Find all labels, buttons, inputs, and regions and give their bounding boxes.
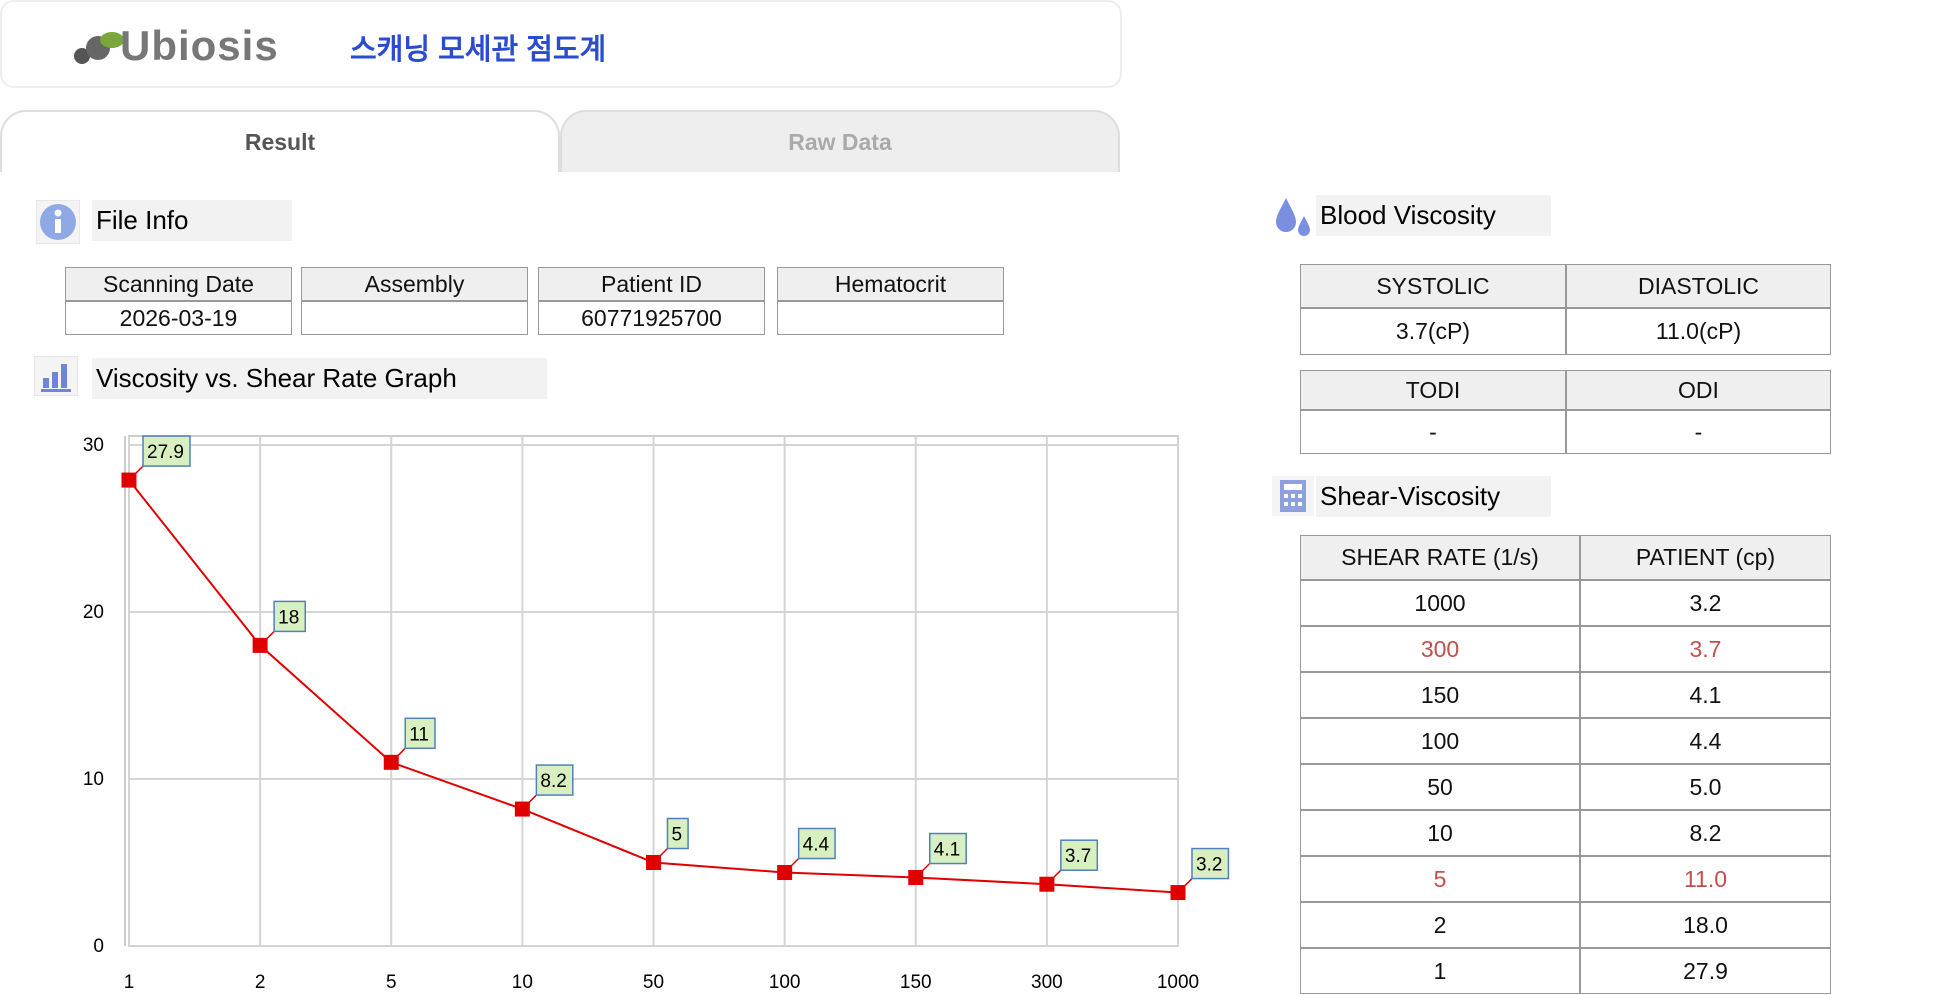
label-leader <box>1046 869 1062 885</box>
x-tick-label: 10 <box>512 972 533 993</box>
label-leader <box>521 794 537 810</box>
table-header: SYSTOLIC <box>1300 264 1566 308</box>
label-leader <box>1177 878 1193 894</box>
table-cell <box>777 301 1004 335</box>
table-header: Assembly <box>301 267 528 301</box>
info-icon <box>36 200 80 244</box>
data-label: 18 <box>278 607 299 628</box>
x-tick-label: 300 <box>1031 972 1063 993</box>
table-cell: 8.2 <box>1580 810 1831 856</box>
x-tick-label: 50 <box>643 972 664 993</box>
table-cell: 3.2 <box>1580 580 1831 626</box>
app-title: 스캐닝 모세관 점도계 <box>350 34 607 66</box>
table-header: Hematocrit <box>777 267 1004 301</box>
data-label: 4.1 <box>934 840 960 861</box>
table-cell: 2026-03-19 <box>65 301 292 335</box>
section-title: Blood Viscosity <box>1316 195 1551 236</box>
table-cell: 100 <box>1300 718 1580 764</box>
label-leader <box>652 847 669 864</box>
data-label: 3.2 <box>1196 855 1222 876</box>
section-title: File Info <box>92 200 292 241</box>
table-cell: 5.0 <box>1580 764 1831 810</box>
y-tick-label: 20 <box>83 602 104 623</box>
data-label-box <box>535 764 574 796</box>
table-cell: 4.4 <box>1580 718 1831 764</box>
x-tick-label: 150 <box>900 972 932 993</box>
label-leader <box>915 862 931 879</box>
table-cell <box>301 301 528 335</box>
y-tick-label: 0 <box>93 936 104 957</box>
table-cell: 18.0 <box>1580 902 1831 948</box>
data-label-box <box>273 600 307 633</box>
data-label: 8.2 <box>540 771 566 792</box>
table-header: Scanning Date <box>65 267 292 301</box>
data-label: 5 <box>672 825 683 846</box>
table-cell: 4.1 <box>1580 672 1831 718</box>
label-leader <box>259 630 275 646</box>
y-tick-label: 30 <box>83 435 104 456</box>
table-header: ODI <box>1566 370 1831 410</box>
data-label-box <box>929 832 967 865</box>
x-tick-label: 5 <box>386 972 397 993</box>
data-label: 11 <box>409 724 429 745</box>
tab[interactable]: Raw Data <box>560 110 1120 172</box>
tab[interactable]: Result <box>0 110 560 172</box>
x-tick-label: 2 <box>255 972 266 993</box>
data-label: 4.4 <box>803 835 830 856</box>
x-tick-label: 1000 <box>1157 972 1199 993</box>
graph-icon <box>34 356 78 396</box>
table-cell: 60771925700 <box>538 301 765 335</box>
table-cell: - <box>1566 410 1831 454</box>
table-cell: 3.7(cP) <box>1300 308 1566 355</box>
drop-icon <box>1276 198 1310 236</box>
table-header: TODI <box>1300 370 1566 410</box>
table-header: PATIENT (cp) <box>1580 535 1831 580</box>
data-label-box <box>1191 847 1230 880</box>
label-leader <box>784 857 800 874</box>
x-tick-label: 100 <box>769 972 801 993</box>
table-cell: 2 <box>1300 902 1580 948</box>
table-cell: 3.7 <box>1580 626 1831 672</box>
data-label-box <box>1060 839 1099 871</box>
table-cell: - <box>1300 410 1566 454</box>
section-title: Viscosity vs. Shear Rate Graph <box>92 358 547 399</box>
section-title: Shear-Viscosity <box>1316 476 1551 517</box>
table-cell: 1000 <box>1300 580 1580 626</box>
table-cell: 5 <box>1300 856 1580 902</box>
table-cell: 11.0 <box>1580 856 1831 902</box>
data-label: 27.9 <box>147 442 184 463</box>
data-label-box <box>797 827 836 860</box>
x-tick-label: 1 <box>124 972 135 993</box>
label-leader <box>390 747 406 763</box>
data-label-box <box>666 817 689 850</box>
table-header: DIASTOLIC <box>1566 264 1831 308</box>
data-label-box <box>142 435 191 467</box>
table-cell: 50 <box>1300 764 1580 810</box>
table-cell: 300 <box>1300 626 1580 672</box>
y-tick-label: 10 <box>83 769 104 790</box>
data-label: 3.7 <box>1065 846 1091 867</box>
table-cell: 150 <box>1300 672 1580 718</box>
table-cell: 27.9 <box>1580 948 1831 994</box>
calc-icon <box>1272 476 1314 516</box>
table-cell: 11.0(cP) <box>1566 308 1831 355</box>
chart: 0 10 20 30 1 2 5 10 50 100 150 300 1000 27.9 18 11 8.2 5 4… <box>83 435 1230 993</box>
header-bar <box>0 0 1122 88</box>
table-cell: 1 <box>1300 948 1580 994</box>
table-header: SHEAR RATE (1/s) <box>1300 535 1580 580</box>
label-leader <box>128 465 144 481</box>
table-header: Patient ID <box>538 267 765 301</box>
data-label-box <box>404 717 436 750</box>
logo: Ubiosis <box>120 22 279 69</box>
logo-mark <box>74 32 124 64</box>
table-cell: 10 <box>1300 810 1580 856</box>
